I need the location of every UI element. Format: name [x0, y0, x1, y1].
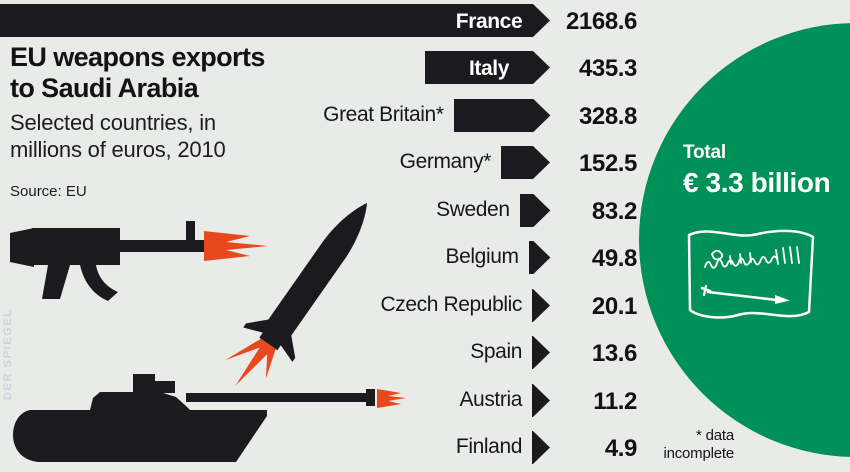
- bar-shape: [532, 431, 550, 464]
- bar-value: 2168.6: [565, 7, 637, 35]
- bar-shape: [519, 193, 550, 227]
- footnote-line-2: incomplete: [663, 445, 734, 462]
- title-line-1: EU weapons exports: [10, 42, 265, 72]
- bar-shape: France: [0, 3, 550, 37]
- bar-row: Finland 4.9: [0, 431, 850, 464]
- bar-value: 328.8: [578, 102, 637, 130]
- weapons-illustration: [10, 203, 406, 462]
- title-line-2: to Saudi Arabia: [10, 73, 199, 103]
- bar-label-inside: France: [456, 10, 522, 33]
- tank-muzzle-flash-icon: [377, 389, 406, 408]
- saudi-flag-icon: [687, 229, 815, 319]
- bar-label: Czech Republic: [380, 292, 523, 316]
- bar-shape: [532, 336, 550, 369]
- page-subtitle: Selected countries, in millions of euros…: [10, 109, 265, 163]
- bar-label: Great Britain*: [323, 102, 444, 126]
- bar-value: 20.1: [591, 292, 638, 320]
- bar-shape: [532, 383, 550, 417]
- bar-shape: [453, 98, 550, 132]
- bar-label: Belgium: [445, 245, 519, 268]
- rocket-flame-icon: [225, 338, 276, 386]
- source-label: Source: EU: [10, 183, 87, 200]
- bar-label: Sweden: [436, 197, 510, 221]
- page-title: EU weapons exports to Saudi Arabia: [10, 42, 265, 104]
- total-amount: € 3.3 billion: [683, 167, 831, 198]
- bar-label-inside: Italy: [469, 57, 510, 80]
- bar-label: Spain: [470, 340, 522, 363]
- bar-row: Spain 13.6: [0, 336, 850, 369]
- footnote: * data incomplete: [663, 427, 734, 463]
- muzzle-flash-icon: [204, 231, 268, 261]
- bar-row: Italy 435.3: [0, 51, 850, 84]
- bar-label: Finland: [455, 435, 522, 458]
- rocket-icon: [225, 203, 367, 386]
- bar-row: Sweden 83.2: [0, 193, 850, 227]
- title-block: EU weapons exports to Saudi Arabia Selec…: [10, 42, 265, 163]
- bar-value: 49.8: [591, 245, 638, 272]
- bar-value: 13.6: [591, 340, 638, 367]
- bar-shape: [501, 146, 550, 179]
- bar-row: Great Britain* 328.8: [0, 98, 850, 132]
- bar-row: Austria 11.2: [0, 383, 850, 417]
- bar-shape: Italy: [424, 51, 550, 84]
- total-block: Total € 3.3 billion: [683, 142, 831, 199]
- bar-value: 83.2: [591, 197, 638, 225]
- bar-value: 435.3: [578, 55, 637, 82]
- bar-value: 4.9: [604, 435, 638, 462]
- bar-label: Austria: [459, 387, 522, 411]
- bar-shape: [528, 241, 550, 274]
- bar-row: Germany* 152.5: [0, 146, 850, 179]
- flag-sword-icon: [700, 284, 790, 304]
- bar-shape: [532, 288, 550, 322]
- rifle-icon: [10, 221, 268, 301]
- bar-row: Czech Republic 20.1: [0, 288, 850, 322]
- subtitle-line-2: millions of euros, 2010: [10, 137, 226, 162]
- subtitle-line-1: Selected countries, in: [10, 110, 216, 135]
- footnote-line-1: * data: [696, 427, 734, 444]
- bar-value: 152.5: [578, 150, 637, 177]
- bar-value: 11.2: [593, 387, 637, 415]
- flag-inscription: [704, 246, 800, 269]
- bar-row: Belgium 49.8: [0, 241, 850, 274]
- total-label: Total: [683, 142, 726, 163]
- tank-icon: [13, 374, 406, 462]
- bar-label: Germany*: [399, 150, 492, 173]
- bar-row: France 2168.6: [0, 3, 850, 37]
